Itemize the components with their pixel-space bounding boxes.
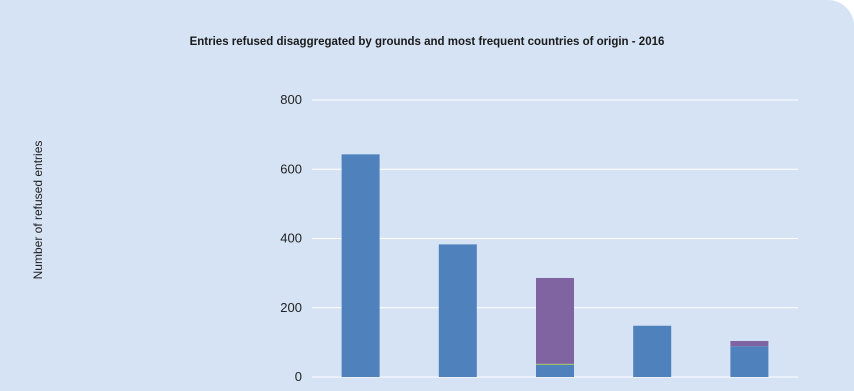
bar-segment-5-series-3 <box>730 340 769 347</box>
bar-segment-5-series-1 <box>730 346 769 377</box>
bar-segment-1-series-1 <box>341 154 380 377</box>
bar-segment-3-series-2 <box>536 363 574 365</box>
bar-segment-4-series-1 <box>633 325 672 377</box>
y-tick-label: 600 <box>280 161 302 176</box>
chart-title: Entries refused disaggregated by grounds… <box>189 36 665 48</box>
bar-segment-3-series-3 <box>536 277 574 364</box>
bar-segment-3-series-1 <box>536 364 574 377</box>
bar-segment-2-series-1 <box>438 244 477 377</box>
y-tick-label: 400 <box>280 231 302 246</box>
y-tick-label: 200 <box>280 300 302 315</box>
y-tick-label: 0 <box>295 369 302 384</box>
y-tick-label: 800 <box>280 92 302 107</box>
